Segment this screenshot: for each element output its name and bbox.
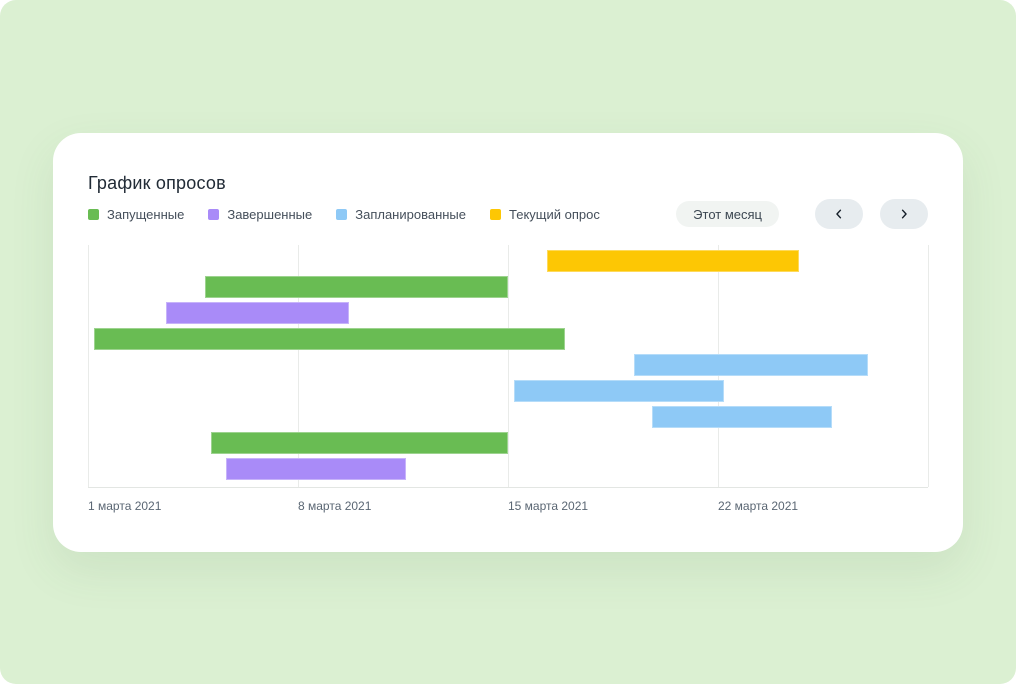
- x-axis-tick: 15 марта 2021: [508, 499, 589, 513]
- survey-schedule-card: График опросов Запущенные Завершенные Запл…: [53, 133, 963, 552]
- legend-swatch: [208, 208, 220, 220]
- x-axis-tick: 22 марта 2021: [718, 499, 799, 513]
- chevron-right-icon: [901, 209, 907, 219]
- next-period-button[interactable]: [880, 199, 928, 229]
- period-button[interactable]: Этот месяц: [676, 201, 779, 227]
- gantt-chart: [88, 245, 929, 488]
- chart-title: График опросов: [88, 173, 226, 193]
- legend-item-3: Запланированные: [336, 207, 466, 222]
- gantt-bar[interactable]: [166, 302, 349, 324]
- x-axis: 1 марта 2021 8 марта 2021 15 марта 2021 22 …: [88, 488, 928, 518]
- gantt-bar[interactable]: [514, 380, 724, 402]
- legend-label: Запущенные: [107, 206, 185, 222]
- x-axis-tick: 8 марта 2021: [298, 499, 372, 513]
- gantt-bar[interactable]: [226, 458, 406, 480]
- gantt-bar[interactable]: [93, 328, 565, 350]
- x-axis-tick: 1 марта 2021: [88, 499, 162, 513]
- chart-controls: Запущенные Завершенные Запланированные Теку…: [88, 199, 928, 229]
- gantt-bar[interactable]: [205, 276, 508, 298]
- legend-label: Запланированные: [355, 206, 467, 222]
- legend-item-2: Завершенные: [208, 207, 312, 222]
- chevron-left-icon: [836, 209, 842, 219]
- legend-label: Текущий опрос: [509, 206, 600, 222]
- legend-item-4: Текущий опрос: [490, 207, 600, 222]
- gantt-bar[interactable]: [547, 250, 799, 272]
- legend-swatch: [88, 208, 99, 220]
- legend-swatch: [336, 208, 348, 220]
- legend-item-1: Запущенные: [88, 207, 184, 222]
- legend-label: Завершенные: [227, 206, 313, 222]
- prev-period-button[interactable]: [815, 199, 863, 229]
- legend-swatch: [490, 208, 502, 220]
- gantt-bar[interactable]: [211, 432, 508, 454]
- chart-legend: Запущенные Завершенные Запланированные Теку…: [88, 207, 600, 222]
- gantt-bar[interactable]: [634, 354, 868, 376]
- gridline: [298, 245, 299, 487]
- gridline: [928, 245, 929, 487]
- gantt-bar[interactable]: [652, 406, 832, 428]
- gridline: [508, 245, 509, 487]
- gridline: [88, 245, 89, 487]
